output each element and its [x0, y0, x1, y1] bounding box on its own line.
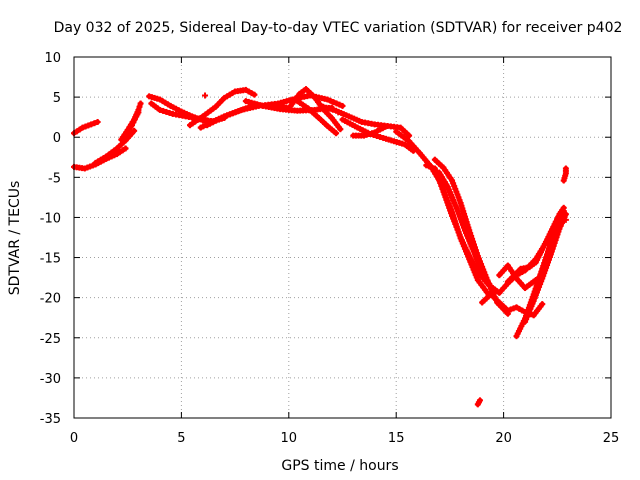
- y-tick-label: 5: [53, 91, 61, 106]
- y-tick-labels: 10 5 0 -5 -10 -15 -20 -25 -30 -35: [40, 51, 61, 427]
- data-point: [562, 165, 569, 172]
- data-point: [160, 107, 167, 114]
- data-point: [330, 99, 337, 106]
- plot-frame: [73, 56, 612, 419]
- data-point: [539, 301, 546, 308]
- x-tick-label: 0: [70, 431, 78, 446]
- data-point: [339, 102, 346, 109]
- data-point: [91, 120, 98, 127]
- data-point: [327, 97, 334, 104]
- chart-title: Day 032 of 2025, Sidereal Day-to-day VTE…: [54, 20, 623, 36]
- y-tick-label: -20: [40, 292, 61, 307]
- x-tick-label: 20: [495, 431, 512, 446]
- data-point: [335, 109, 342, 116]
- data-point: [323, 104, 330, 111]
- data-point: [163, 108, 170, 115]
- data-point: [202, 92, 209, 99]
- data-point: [326, 105, 333, 112]
- x-tick-label: 10: [281, 431, 298, 446]
- data-point: [166, 109, 173, 116]
- data-point: [562, 211, 569, 218]
- data-point: [88, 121, 95, 128]
- data-point: [336, 101, 343, 108]
- data-point: [556, 214, 563, 221]
- x-tick-labels: 0 5 10 15 20 25: [70, 431, 619, 446]
- y-tick-label: -35: [40, 412, 61, 427]
- data-point: [136, 103, 143, 110]
- data-point: [337, 126, 344, 133]
- y-tick-label: -10: [40, 211, 61, 226]
- data-point: [560, 204, 567, 211]
- data-point: [474, 401, 481, 408]
- data-point: [137, 100, 144, 107]
- data-point: [122, 145, 129, 152]
- data-point: [329, 106, 336, 113]
- x-tick-label: 25: [603, 431, 620, 446]
- y-tick-label: -30: [40, 372, 61, 387]
- grid: [74, 57, 611, 418]
- data-point: [94, 118, 101, 125]
- data-point: [333, 100, 340, 107]
- y-tick-label: -25: [40, 332, 61, 347]
- data-point: [382, 123, 389, 130]
- y-tick-label: -5: [48, 171, 61, 186]
- x-tick-label: 5: [177, 431, 185, 446]
- data-points: [71, 86, 569, 408]
- data-point: [156, 106, 163, 113]
- data-point: [377, 134, 384, 141]
- data-point: [333, 130, 340, 137]
- data-point: [320, 103, 327, 110]
- x-tick-label: 15: [388, 431, 405, 446]
- data-point: [406, 132, 413, 139]
- y-axis-title: SDTVAR / TECUs: [7, 181, 23, 296]
- y-tick-label: 10: [44, 51, 61, 66]
- x-axis-title: GPS time / hours: [281, 458, 398, 474]
- y-tick-label: 0: [53, 131, 61, 146]
- data-point: [324, 96, 331, 103]
- y-tick-label: -15: [40, 252, 61, 267]
- data-point: [251, 91, 258, 98]
- data-point: [135, 109, 142, 116]
- data-point: [562, 216, 569, 223]
- data-point: [131, 127, 138, 134]
